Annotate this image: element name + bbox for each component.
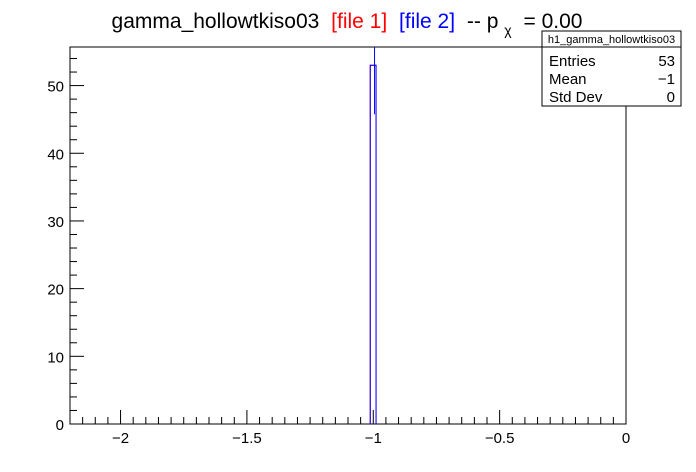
histogram-bars xyxy=(369,47,377,424)
stats-value-entries: 53 xyxy=(658,53,675,70)
stats-label-stddev: Std Dev xyxy=(549,89,603,106)
stats-label-mean: Mean xyxy=(549,71,587,88)
stats-box-title: h1_gamma_hollowtkiso03 xyxy=(548,34,675,46)
title-name: gamma_hollowtkiso03 xyxy=(112,10,320,33)
x-tick-label: −0.5 xyxy=(485,430,515,447)
y-tick-label: 50 xyxy=(47,79,64,96)
title-file2: [file 2] xyxy=(399,10,455,33)
stats-box: h1_gamma_hollowtkiso03 Entries 53 Mean −… xyxy=(541,30,682,107)
x-tick-label: −2 xyxy=(112,430,129,447)
y-tick-label: 10 xyxy=(47,349,64,366)
stats-box-frame xyxy=(541,30,682,107)
y-tick-label: 30 xyxy=(47,214,64,231)
title-file1: [file 1] xyxy=(331,10,387,33)
x-tick-label: −1.5 xyxy=(232,430,262,447)
y-tick-label: 20 xyxy=(47,282,64,299)
stats-value-mean: −1 xyxy=(658,71,675,88)
title-suffix-pre: -- p xyxy=(467,10,499,33)
x-tick-label: 0 xyxy=(622,430,630,447)
y-tick-label: 40 xyxy=(47,146,64,163)
title-suffix-post: = 0.00 xyxy=(523,10,582,33)
x-axis: −2 −1.5 −1 −0.5 0 xyxy=(69,410,630,447)
x-tick-label: −1 xyxy=(365,430,382,447)
chart-title: gamma_hollowtkiso03 [file 1] [file 2] --… xyxy=(112,10,583,40)
bar-file2 xyxy=(369,64,377,424)
title-suffix-sub: χ xyxy=(504,22,512,38)
y-axis: 0 10 20 30 40 50 xyxy=(47,58,84,434)
y-tick-label: 0 xyxy=(56,417,64,434)
stats-label-entries: Entries xyxy=(549,53,596,70)
stats-value-stddev: 0 xyxy=(667,89,675,106)
bar-file1 xyxy=(369,64,377,424)
